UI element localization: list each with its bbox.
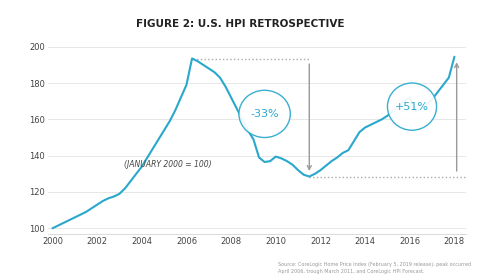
Ellipse shape: [387, 83, 437, 130]
Ellipse shape: [239, 90, 290, 138]
Text: FIGURE 2: U.S. HPI RETROSPECTIVE: FIGURE 2: U.S. HPI RETROSPECTIVE: [136, 19, 344, 29]
Text: Source: CoreLogic Home Price Index (February 5, 2019 release), peak occurred
Apr: Source: CoreLogic Home Price Index (Febr…: [278, 262, 471, 274]
Text: +51%: +51%: [395, 102, 429, 112]
Text: -33%: -33%: [250, 109, 279, 119]
Text: (JANUARY 2000 = 100): (JANUARY 2000 = 100): [124, 160, 212, 169]
